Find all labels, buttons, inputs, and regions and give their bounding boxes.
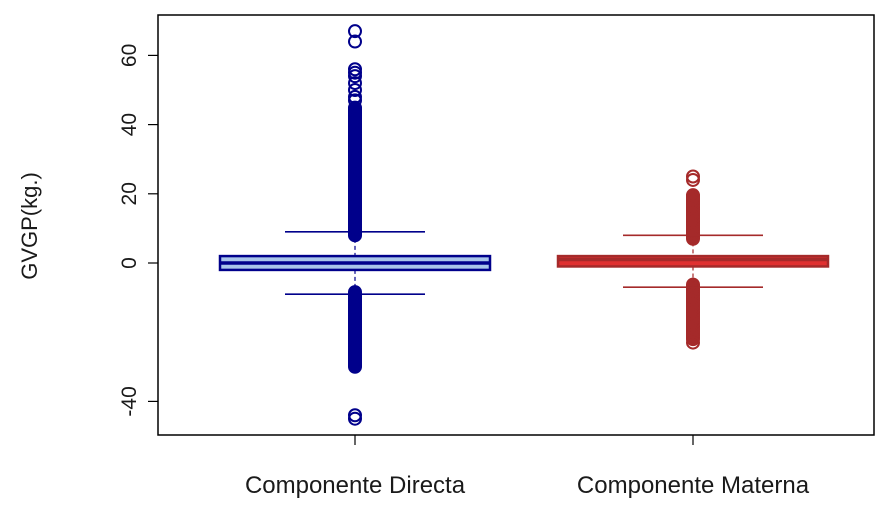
y-tick-label: -40 — [118, 386, 141, 416]
outlier-point — [686, 277, 700, 292]
y-axis-title: GVGP(kg.) — [17, 172, 42, 280]
outlier-point — [348, 100, 362, 115]
plot-frame — [157, 14, 875, 436]
outlier-point — [686, 335, 700, 350]
outlier-point — [348, 24, 362, 39]
outlier-point — [348, 408, 362, 423]
outlier-point — [686, 169, 700, 184]
box-group-2 — [556, 169, 830, 350]
x-axis: Componente Directa Componente Materna — [245, 435, 810, 499]
y-tick-label: 20 — [118, 182, 141, 205]
boxes — [218, 24, 830, 426]
outliers — [348, 24, 362, 426]
y-tick-label: 40 — [118, 113, 141, 136]
outlier-point — [348, 62, 362, 77]
outlier-point — [348, 34, 362, 49]
outlier-point — [348, 89, 362, 104]
x-tick-label: Componente Directa — [245, 472, 466, 499]
y-axis: -40 0 20 40 60 — [118, 44, 158, 417]
outlier-point — [348, 83, 362, 97]
outlier-point — [348, 76, 362, 91]
y-tick-label: 0 — [118, 257, 141, 269]
outlier-point — [686, 188, 700, 203]
x-tick-label: Componente Materna — [577, 472, 810, 499]
box-group-1 — [218, 24, 492, 426]
y-tick-label: 60 — [118, 44, 141, 67]
